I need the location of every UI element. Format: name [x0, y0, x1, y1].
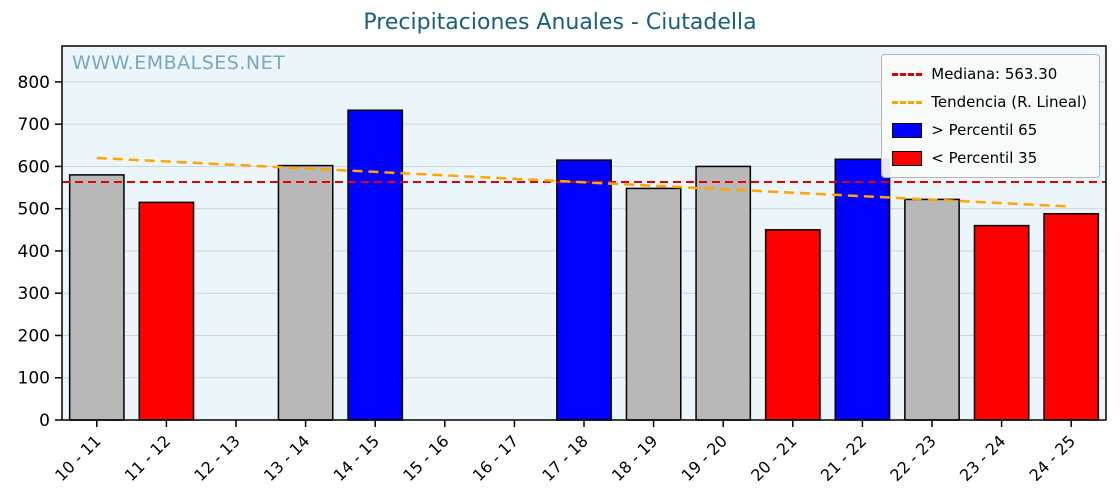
x-tick-label: 11 - 12	[121, 431, 175, 485]
x-tick-label: 15 - 16	[399, 431, 453, 485]
x-tick-label: 16 - 17	[469, 431, 523, 485]
x-tick-label: 23 - 24	[956, 431, 1010, 485]
y-tick-label: 100	[18, 369, 50, 389]
plot-frame	[61, 45, 1107, 421]
y-tick-label: 800	[18, 73, 50, 93]
legend-item-trend: Tendencia (R. Lineal)	[892, 90, 1087, 114]
y-tick-label: 700	[18, 115, 50, 135]
chart-title: Precipitaciones Anuales - Ciutadella	[363, 10, 757, 35]
x-tick-label: 20 - 21	[747, 431, 801, 485]
bar-10-11	[68, 174, 125, 421]
x-tick-label: 22 - 23	[886, 431, 940, 485]
bar-13-14	[277, 164, 334, 421]
trend-line	[96, 156, 1072, 208]
x-tick-label: 21 - 22	[817, 431, 871, 485]
legend-item-p65: > Percentil 65	[892, 118, 1087, 142]
y-tick-label: 0	[39, 411, 50, 431]
p35-swatch-icon	[892, 150, 923, 166]
bar-24-25	[1043, 213, 1100, 421]
y-tick-label: 500	[18, 200, 50, 220]
bar-19-20	[695, 165, 752, 421]
x-tick-label: 10 - 11	[51, 431, 105, 485]
trend-line-sample-icon	[892, 100, 923, 104]
x-tick-label: 24 - 25	[1026, 431, 1080, 485]
x-tick-label: 18 - 19	[608, 431, 662, 485]
x-tick-label: 19 - 20	[678, 431, 732, 485]
bar-17-18	[556, 159, 612, 421]
median-line-sample-icon	[892, 72, 923, 76]
watermark: WWW.EMBALSES.NET	[72, 52, 286, 74]
bar-14-15	[347, 109, 404, 421]
p65-swatch-icon	[892, 122, 923, 138]
y-tick-label: 600	[18, 157, 50, 177]
x-tick-label: 17 - 18	[538, 431, 592, 485]
legend: Mediana: 563.30 Tendencia (R. Lineal) > …	[881, 54, 1100, 178]
x-tick-label: 13 - 14	[260, 431, 314, 485]
legend-item-p35: < Percentil 35	[892, 146, 1087, 170]
x-tick-label: 12 - 13	[190, 431, 244, 485]
legend-item-median: Mediana: 563.30	[892, 62, 1087, 86]
legend-p35-label: < Percentil 35	[931, 149, 1038, 167]
bar-23-24	[973, 224, 1030, 421]
bar-18-19	[625, 187, 682, 421]
x-tick-label: 14 - 15	[330, 431, 384, 485]
legend-trend-label: Tendencia (R. Lineal)	[931, 93, 1087, 111]
legend-median-label: Mediana: 563.30	[931, 65, 1058, 83]
y-tick-label: 300	[18, 284, 50, 304]
legend-p65-label: > Percentil 65	[931, 121, 1038, 139]
y-tick-label: 200	[18, 326, 50, 346]
bar-21-22	[834, 158, 891, 421]
bar-22-23	[904, 198, 960, 421]
bar-20-21	[764, 229, 821, 421]
bar-11-12	[138, 201, 195, 421]
y-tick-label: 400	[18, 242, 50, 262]
